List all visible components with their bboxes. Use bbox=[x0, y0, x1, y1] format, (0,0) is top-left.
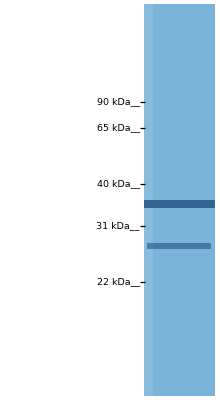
Text: 40 kDa__: 40 kDa__ bbox=[97, 180, 140, 188]
Bar bbox=[147, 243, 211, 248]
Bar bbox=[144, 4, 152, 396]
Bar bbox=[144, 4, 214, 396]
Text: 90 kDa__: 90 kDa__ bbox=[97, 98, 140, 106]
Text: 65 kDa__: 65 kDa__ bbox=[97, 124, 140, 132]
Bar bbox=[144, 200, 214, 208]
Text: 31 kDa__: 31 kDa__ bbox=[96, 222, 140, 230]
Text: 22 kDa__: 22 kDa__ bbox=[97, 278, 140, 286]
